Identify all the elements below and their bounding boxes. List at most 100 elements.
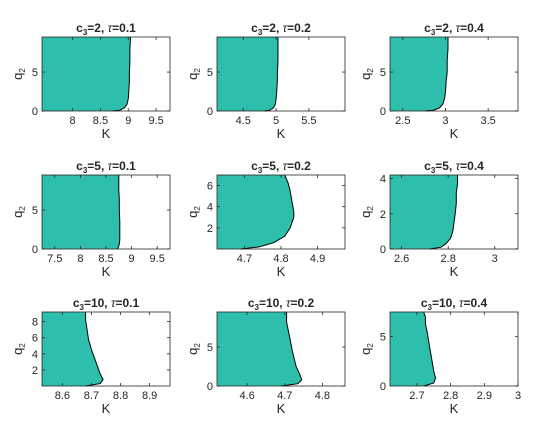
y-axis-label: q2 (358, 206, 375, 218)
y-tick-label: 2 (380, 209, 386, 221)
x-axis-label: K (277, 264, 286, 279)
stable-region (390, 312, 436, 386)
x-tick-label: 4.8 (273, 253, 288, 265)
boundary-curve (424, 37, 449, 112)
boundary-curve (116, 175, 121, 250)
subplot: 7.5 8 8.5 9 9.5 0 5 Kq2 c3=5, τ=0.1 (10, 159, 171, 279)
y-tick-label: 6 (207, 181, 213, 193)
subplot-title: c3=10, τ=0.1 (73, 296, 140, 312)
x-tick-label: 3 (492, 253, 498, 265)
x-tick-label: 8.6 (55, 390, 70, 402)
x-axis-label: K (277, 126, 286, 141)
axes-box (389, 36, 519, 112)
x-tick-label: 8.8 (113, 390, 128, 402)
stable-region (42, 312, 104, 386)
boundary-curve (429, 175, 458, 250)
y-tick-label: 2 (32, 365, 38, 377)
x-tick-label: 4.7 (277, 390, 292, 402)
boundary-curve (112, 36, 131, 112)
x-tick-label: 2.8 (441, 253, 456, 265)
y-axis-label: q2 (10, 206, 27, 218)
stable-region (217, 175, 294, 249)
y-tick-label: 5 (380, 67, 386, 79)
x-tick-label: 9.5 (148, 115, 163, 127)
x-tick-label: 4.7 (237, 253, 252, 265)
x-axis-label: K (102, 401, 111, 416)
axes-box (41, 311, 171, 387)
axes-box (389, 311, 519, 387)
y-tick-label: 5 (207, 67, 213, 79)
x-axis-label: K (277, 401, 286, 416)
subplot: 8 8.5 9 9.5 0 5 Kq2 c3=2, τ=0.1 (10, 21, 171, 141)
y-axis-label: q2 (185, 68, 202, 80)
boundary-curve (85, 312, 104, 387)
y-tick-label: 5 (380, 332, 386, 344)
subplot-title: c3=5, τ=0.1 (76, 159, 136, 175)
axes-box (216, 36, 346, 112)
y-tick-label: 0 (380, 106, 386, 118)
x-tick-label: 8.9 (142, 390, 157, 402)
x-tick-label: 4.8 (315, 390, 330, 402)
y-axis-label: q2 (358, 343, 375, 355)
subplot-title: c3=5, τ=0.2 (251, 159, 311, 175)
y-axis-label: q2 (185, 343, 202, 355)
y-tick-label: 4 (207, 202, 213, 214)
x-tick-label: 2.8 (443, 390, 458, 402)
boundary-curve (280, 312, 303, 387)
subplot-title: c3=10, τ=0.2 (248, 296, 315, 312)
x-axis-label: K (102, 264, 111, 279)
boundary-curve (423, 311, 437, 387)
x-tick-label: 2.7 (409, 390, 424, 402)
x-tick-label: 3 (442, 115, 448, 127)
subplot: 8.6 8.7 8.8 8.9 2 4 6 8 Kq2 c3=10, τ=0.1 (10, 296, 171, 416)
stable-region (217, 37, 278, 111)
subplot: 4.7 4.8 4.9 2 4 6 Kq2 c3=5, τ=0.2 (185, 159, 346, 279)
stable-region (390, 37, 448, 111)
x-axis-label: K (450, 401, 459, 416)
x-tick-label: 8.7 (84, 390, 99, 402)
y-tick-label: 0 (207, 106, 213, 118)
x-tick-label: 9.5 (150, 253, 165, 265)
axes-box (389, 174, 519, 250)
y-tick-label: 6 (32, 333, 38, 345)
y-tick-label: 4 (32, 349, 38, 361)
x-tick-label: 8 (70, 115, 76, 127)
subplot: 2.5 3 3.5 0 5 Kq2 c3=2, τ=0.4 (358, 21, 519, 141)
y-tick-label: 4 (380, 174, 386, 186)
x-tick-label: 9 (129, 253, 135, 265)
stable-region (390, 175, 458, 249)
y-tick-label: 0 (32, 106, 38, 118)
stable-region (42, 37, 131, 111)
y-tick-label: 0 (380, 244, 386, 256)
y-axis-label: q2 (10, 343, 27, 355)
y-tick-label: 5 (32, 205, 38, 217)
subplot-title: c3=2, τ=0.1 (76, 21, 136, 37)
subplot: 4.6 4.7 4.8 0 5 Kq2 c3=10, τ=0.2 (185, 296, 346, 416)
stable-region (217, 312, 302, 386)
x-tick-label: 5 (273, 115, 279, 127)
axes-box (41, 36, 171, 112)
subplot-title: c3=2, τ=0.2 (251, 21, 311, 37)
boundary-curve (240, 174, 295, 250)
y-tick-label: 8 (32, 317, 38, 329)
subplot: 2.6 2.8 3 0 2 4 Kq2 c3=5, τ=0.4 (358, 159, 519, 279)
x-tick-label: 5.5 (301, 115, 316, 127)
y-tick-label: 0 (380, 381, 386, 393)
x-tick-label: 3 (515, 390, 521, 402)
x-tick-label: 8.5 (98, 253, 113, 265)
stable-region (42, 175, 120, 249)
y-tick-label: 2 (207, 223, 213, 235)
x-tick-label: 2.5 (395, 115, 410, 127)
x-axis-label: K (450, 126, 459, 141)
subplot-title: c3=5, τ=0.4 (424, 159, 484, 175)
boundary-curve (264, 37, 279, 112)
x-tick-label: 4.9 (310, 253, 325, 265)
y-axis-label: q2 (185, 206, 202, 218)
x-tick-label: 4.5 (236, 115, 251, 127)
y-tick-label: 0 (32, 244, 38, 256)
y-axis-label: q2 (10, 68, 27, 80)
x-tick-label: 2.6 (394, 253, 409, 265)
axes-box (216, 311, 346, 387)
